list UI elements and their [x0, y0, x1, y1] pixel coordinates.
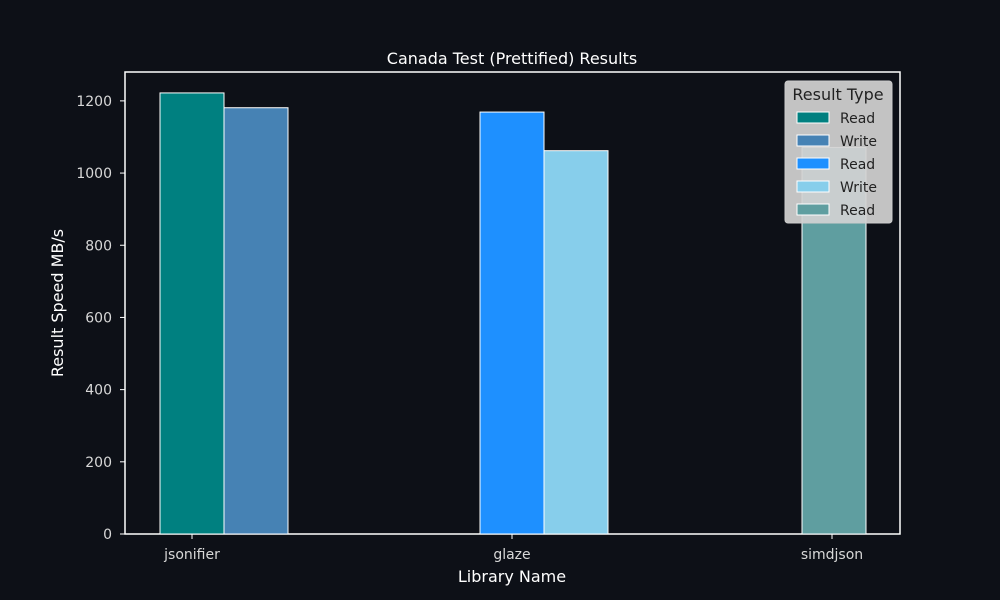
legend-swatch [796, 157, 830, 170]
y-tick-label: 0 [103, 527, 112, 543]
legend-label: Read [840, 111, 875, 127]
x-axis-label: Library Name [458, 567, 566, 586]
legend-entries: Read Write Read Write Read [796, 111, 877, 219]
y-tick-label: 800 [85, 238, 112, 254]
legend-swatch [796, 203, 830, 216]
y-tick-label: 1000 [76, 166, 112, 182]
legend-swatch [796, 111, 830, 124]
legend-label: Read [840, 157, 875, 173]
legend-title: Result Type [792, 85, 883, 104]
x-tick-label-glaze: glaze [493, 547, 530, 563]
legend-swatch [796, 134, 830, 147]
bar-glaze-write [543, 150, 609, 535]
legend-label: Read [840, 203, 875, 219]
legend-swatch [796, 180, 830, 193]
y-tick-label: 400 [85, 383, 112, 399]
legend: Result Type Read Write Read Write Read [784, 80, 893, 224]
bar-jsonifier-read [159, 92, 225, 535]
x-tick-label-simdjson: simdjson [801, 547, 863, 563]
y-axis-label: Result Speed MB/s [48, 229, 67, 377]
y-tick-label: 200 [85, 455, 112, 471]
x-tick-label-jsonifier: jsonifier [163, 547, 220, 563]
x-axis-ticks: jsonifier glaze simdjson [163, 534, 863, 563]
legend-label: Write [840, 180, 877, 196]
bar-jsonifier-write [223, 107, 289, 535]
bars-group [159, 92, 867, 535]
y-tick-label: 1200 [76, 94, 112, 110]
bar-glaze-read [479, 111, 545, 535]
y-axis-ticks: 0 200 400 600 800 1000 1200 [76, 94, 125, 543]
chart-title: Canada Test (Prettified) Results [387, 49, 637, 68]
y-tick-label: 600 [85, 310, 112, 326]
legend-label: Write [840, 134, 877, 150]
